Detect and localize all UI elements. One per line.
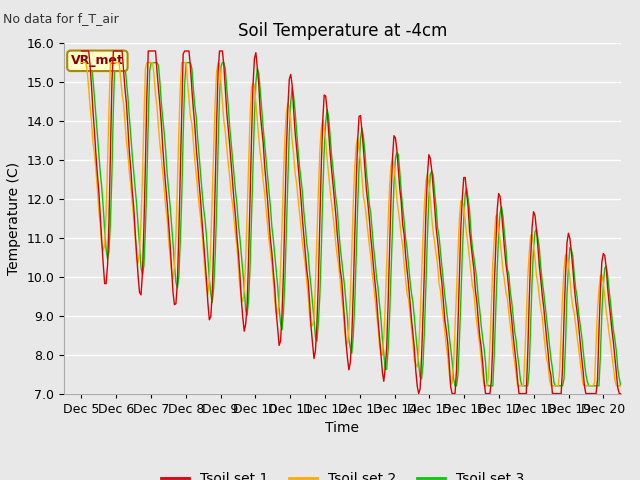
X-axis label: Time: Time xyxy=(325,421,360,435)
Legend: Tsoil set 1, Tsoil set 2, Tsoil set 3: Tsoil set 1, Tsoil set 2, Tsoil set 3 xyxy=(156,467,529,480)
Text: VR_met: VR_met xyxy=(71,54,124,67)
Y-axis label: Temperature (C): Temperature (C) xyxy=(7,162,21,275)
Text: No data for f_T_air: No data for f_T_air xyxy=(3,12,119,25)
Title: Soil Temperature at -4cm: Soil Temperature at -4cm xyxy=(237,22,447,40)
